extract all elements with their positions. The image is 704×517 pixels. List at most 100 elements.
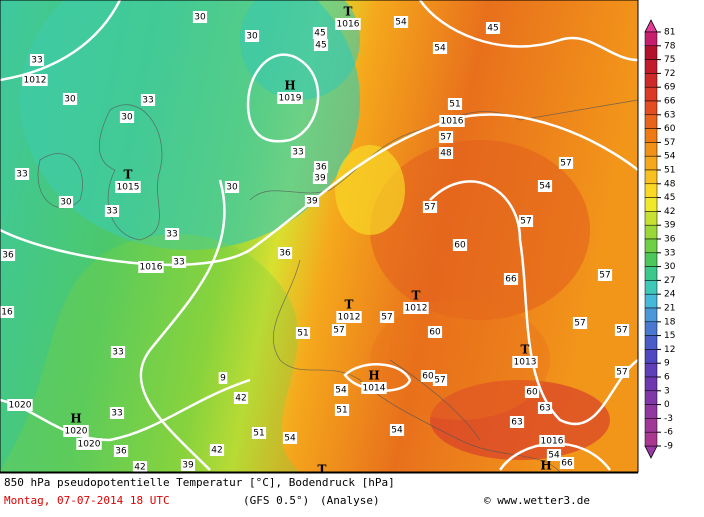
contour-label: 54	[548, 451, 560, 461]
contour-label: 60	[422, 372, 434, 382]
system-symbol: T	[318, 463, 327, 477]
legend-tick-label: 48	[664, 179, 676, 189]
contour-label: 57	[440, 133, 451, 143]
system-symbol: T	[344, 5, 353, 19]
system-pressure-box	[336, 311, 362, 323]
legend-tick-label: 66	[664, 97, 676, 107]
contour-label-box	[62, 93, 78, 105]
legend-color-band	[644, 349, 658, 364]
system-symbol: T	[412, 289, 421, 303]
contour-label-box	[119, 111, 135, 123]
system-symbol: H	[70, 412, 81, 426]
contour-label-box	[503, 273, 519, 285]
contour-label: 45	[487, 24, 498, 34]
legend-tick-label: 6	[664, 373, 670, 383]
system-pressure-box	[512, 356, 538, 368]
contour-label-box	[58, 196, 74, 208]
contour-label-box	[558, 157, 574, 169]
contour-label-box	[597, 269, 613, 281]
isobar-label: 16	[1, 308, 13, 318]
isobar-label: 1016	[441, 117, 464, 127]
legend-color-band	[644, 266, 658, 281]
contour-label: 42	[134, 463, 145, 473]
legend-top-arrow	[644, 19, 658, 33]
contour-label: 45	[315, 41, 326, 51]
contour-label: 57	[520, 217, 531, 227]
contour-label-box	[251, 427, 267, 439]
contour-label: 33	[111, 409, 122, 419]
map-frame	[0, 0, 639, 473]
system-pressure: 1019	[279, 94, 302, 104]
contour-label: 57	[434, 376, 445, 386]
isobar-label: 1016	[541, 437, 564, 447]
contour-label-box	[14, 168, 30, 180]
contour-label: 54	[391, 426, 403, 436]
legend-color-band	[644, 86, 658, 102]
legend-color-band	[644, 418, 658, 433]
contour-label: 57	[616, 368, 627, 378]
contour-label: 57	[560, 159, 571, 169]
system-pressure: 1015	[117, 183, 140, 193]
system-pressure: 1012	[405, 304, 428, 314]
contour-label-box	[290, 146, 306, 158]
contour-label-box	[171, 256, 187, 268]
legend-color-band	[644, 155, 658, 171]
contour-label: 51	[297, 329, 308, 339]
contour-label-box	[572, 317, 588, 329]
legend-color-band	[644, 335, 658, 350]
contour-label-box	[420, 370, 436, 382]
contour-label-box	[432, 42, 448, 54]
isobar-label: 1020	[9, 401, 32, 411]
contour-label-box	[313, 39, 329, 51]
contour-label: 60	[526, 388, 538, 398]
contour-label: 63	[511, 418, 522, 428]
system-pressure-box	[277, 92, 303, 104]
isobar-label-box	[539, 435, 565, 447]
system-pressure-box	[335, 18, 361, 30]
contour-label-box	[282, 432, 298, 444]
legend-color-band	[644, 307, 658, 323]
contour-label: 51	[253, 429, 264, 439]
contour-label-box	[447, 98, 463, 110]
contour-label-box	[164, 228, 180, 240]
color-legend: 8178757269666360575451484542393633302724…	[644, 19, 676, 459]
contour-label-box	[546, 449, 562, 461]
legend-tick-label: 42	[664, 207, 675, 217]
system-pressure: 1016	[337, 20, 360, 30]
legend-tick-label: 63	[664, 110, 675, 120]
system-symbol: T	[124, 168, 133, 182]
contour-label: 54	[395, 18, 407, 28]
contour-label-box	[313, 161, 329, 173]
contour-label-box	[140, 94, 156, 106]
contour-label-box	[113, 445, 129, 457]
contour-label: 63	[539, 404, 550, 414]
contour-label-box	[304, 195, 320, 207]
footer-date: Montag, 07-07-2014 18 UTC	[4, 494, 170, 507]
footer-title: 850 hPa pseudopotentielle Temperatur [°C…	[4, 476, 395, 489]
contour-label-box	[218, 372, 228, 384]
system-symbol: H	[368, 369, 379, 383]
contour-label: 30	[121, 113, 133, 123]
contour-label: 36	[115, 447, 127, 457]
legend-tick-label: 27	[664, 276, 675, 286]
legend-color-band	[644, 293, 658, 309]
legend-tick-label: 24	[664, 290, 676, 300]
legend-color-band	[644, 183, 658, 198]
legend-color-band	[644, 224, 658, 240]
legend-tick-label: -3	[664, 414, 673, 424]
contour-label-box	[379, 311, 395, 323]
isobar-label-box	[439, 115, 465, 127]
legend-color-band	[644, 73, 658, 88]
system-pressure: 1012	[338, 313, 361, 323]
contour-label: 33	[106, 207, 117, 217]
legend-color-band	[644, 390, 658, 405]
contour-label-box	[333, 384, 349, 396]
legend-color-band	[644, 376, 658, 392]
contour-label: 39	[314, 174, 326, 184]
contour-label: 60	[429, 328, 441, 338]
system-pressure-box	[63, 425, 89, 437]
legend-color-band	[644, 197, 658, 212]
contour-label: 42	[235, 394, 246, 404]
contour-label-box	[485, 22, 501, 34]
contour-label: 57	[616, 326, 627, 336]
